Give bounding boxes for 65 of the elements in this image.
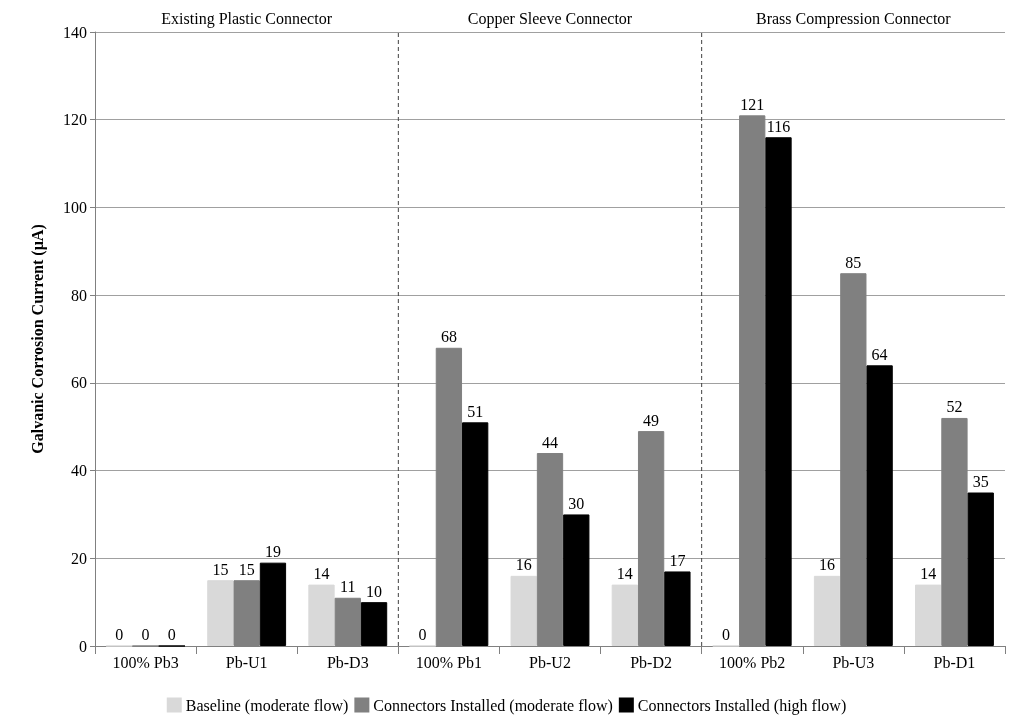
data-label: 19 <box>264 543 281 561</box>
bar <box>207 580 234 646</box>
text: Brass Compression Connector <box>756 9 952 28</box>
bar <box>259 562 287 646</box>
x-tick-label: 100% Pb2 <box>719 653 786 671</box>
x-tick-label: Pb-D2 <box>630 653 672 671</box>
text: Copper Sleeve Connector <box>467 9 633 28</box>
bar <box>866 365 893 646</box>
bar <box>664 571 691 646</box>
data-label: 49 <box>643 411 660 429</box>
data-label: 17 <box>669 551 686 569</box>
bar <box>967 492 994 646</box>
data-label: 0 <box>115 626 124 643</box>
data-label: 0 <box>418 626 427 643</box>
bar <box>611 584 638 646</box>
data-label: 0 <box>167 626 176 643</box>
data-label: 51 <box>467 402 484 420</box>
legend-label: Baseline (moderate flow) <box>185 696 349 715</box>
y-tick-label: 60 <box>71 374 87 392</box>
y-tick-label: 20 <box>71 549 87 567</box>
x-tick-label: Pb-U3 <box>832 653 875 671</box>
data-label: 30 <box>568 494 585 512</box>
x-tick-label: 100% Pb3 <box>112 653 179 671</box>
data-label: 35 <box>972 473 989 490</box>
x-tick-label: 100% Pb1 <box>415 653 483 671</box>
data-label: 116 <box>766 117 791 135</box>
y-tick-label: 100 <box>63 198 87 216</box>
bar <box>915 584 942 646</box>
text: Existing Plastic Connector <box>161 9 333 28</box>
data-label: 68 <box>440 328 457 346</box>
data-label: 14 <box>616 565 633 583</box>
data-label: 85 <box>845 253 862 271</box>
data-label: 10 <box>366 582 383 600</box>
data-label: 14 <box>920 565 937 583</box>
y-tick-label: 120 <box>63 111 87 129</box>
data-label: 16 <box>515 556 532 574</box>
bar <box>308 584 335 646</box>
x-tick-label: Pb-U1 <box>225 653 268 671</box>
x-tick-label: Pb-U2 <box>529 653 571 671</box>
data-label: 44 <box>542 433 558 451</box>
y-tick-label: 0 <box>79 637 87 655</box>
bar <box>360 602 388 646</box>
data-label: 0 <box>721 626 730 643</box>
data-label: 15 <box>212 560 229 578</box>
bar <box>510 575 537 646</box>
y-axis-title: Galvanic Corrosion Current (µA) <box>28 224 47 454</box>
data-label: 0 <box>141 626 150 643</box>
y-tick-label: 40 <box>71 462 87 480</box>
x-tick-label: Pb-D1 <box>933 653 976 671</box>
data-label: 16 <box>819 556 836 574</box>
bar <box>563 514 590 646</box>
y-tick-label: 80 <box>71 286 87 304</box>
data-label: 15 <box>238 560 255 578</box>
bar <box>765 137 792 646</box>
data-label: 14 <box>313 565 330 583</box>
x-tick-label: Pb-D3 <box>326 653 369 671</box>
data-label: 52 <box>946 398 963 416</box>
bar <box>813 575 841 646</box>
legend-label: Connectors Installed (high flow) <box>637 696 847 715</box>
data-label: 11 <box>340 578 356 596</box>
y-tick-label: 140 <box>63 23 87 41</box>
legend-label: Connectors Installed (moderate flow) <box>373 696 613 715</box>
bar <box>462 422 489 646</box>
data-label: 121 <box>740 95 765 113</box>
data-label: 64 <box>871 345 888 363</box>
